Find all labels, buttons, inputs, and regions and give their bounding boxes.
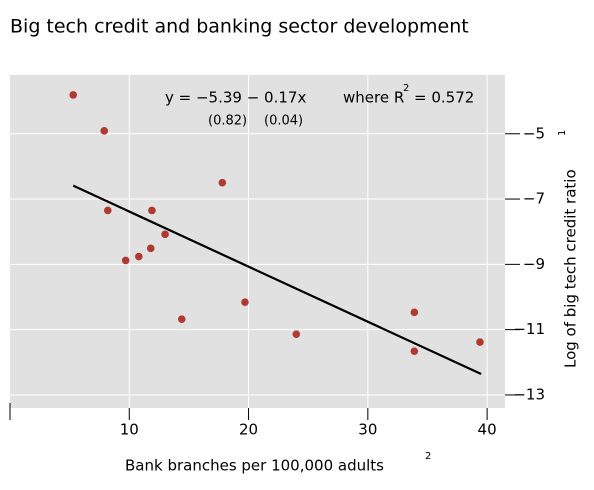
- y-tick-label: −13: [513, 385, 545, 403]
- point: [148, 206, 156, 215]
- x-tick-label: 10: [120, 421, 139, 439]
- r2-superscript: 2: [403, 83, 409, 94]
- y-axis-label-group: Log of big tech credit ratio 1: [557, 130, 580, 368]
- y-tick-label: −7: [523, 190, 545, 208]
- x-axis-label: Bank branches per 100,000 adults: [125, 457, 384, 475]
- slope-se: (0.04): [264, 114, 303, 129]
- y-tick-label: −5: [523, 124, 545, 142]
- y-tick-label: −9: [523, 255, 545, 273]
- point: [241, 298, 249, 307]
- point: [121, 256, 130, 265]
- r2-prefix: where R: [343, 89, 404, 107]
- point: [104, 206, 112, 215]
- equation: y = −5.39 − 0.17x: [165, 89, 306, 107]
- grid: [10, 75, 505, 408]
- point: [135, 252, 143, 261]
- chart-title: Big tech credit and banking sector devel…: [10, 16, 469, 38]
- point: [476, 338, 484, 346]
- point: [146, 244, 155, 253]
- intercept-se: (0.82): [208, 114, 247, 129]
- point: [218, 178, 227, 187]
- x-tick-label: 30: [358, 421, 377, 439]
- marks: [69, 91, 484, 376]
- x-tick-label: 20: [239, 421, 258, 439]
- y-tick-label: −11: [513, 320, 545, 338]
- y-axis-label: Log of big tech credit ratio: [562, 169, 580, 368]
- x-axis-label-superscript: 2: [425, 451, 431, 462]
- r2-value: = 0.572: [414, 89, 474, 107]
- point: [410, 347, 419, 355]
- point: [100, 127, 109, 135]
- y-axis-label-superscript: 1: [557, 130, 568, 136]
- x-tick-label: 40: [478, 421, 497, 439]
- point: [292, 330, 301, 339]
- point: [69, 91, 78, 99]
- point: [410, 308, 419, 317]
- point: [177, 315, 186, 324]
- regression-line: [72, 184, 482, 376]
- point: [161, 230, 169, 239]
- plot-area: [10, 75, 505, 408]
